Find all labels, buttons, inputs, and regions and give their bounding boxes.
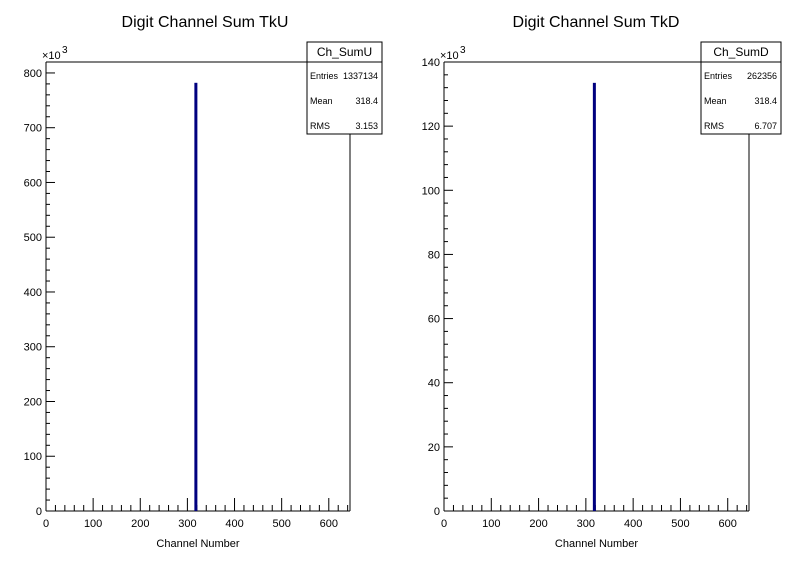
y-tick-label: 200	[24, 396, 42, 408]
histogram-bar	[592, 82, 596, 511]
y-tick-label: 100	[24, 451, 42, 463]
y-tick-label: 400	[24, 287, 42, 299]
x-tick-label: 400	[225, 518, 243, 530]
x-tick-label: 600	[320, 518, 338, 530]
x-tick-label: 100	[482, 518, 500, 530]
x-tick-label: 0	[441, 518, 447, 530]
histogram-bar	[194, 82, 198, 512]
x-tick-label: 500	[272, 518, 290, 530]
x-tick-label: 100	[84, 518, 102, 530]
stats-box-frame	[700, 41, 782, 135]
stats-label: Entries	[704, 71, 733, 81]
stats-value: 318.4	[355, 96, 378, 106]
stats-label: Mean	[310, 96, 333, 106]
x-tick-label: 500	[671, 518, 689, 530]
y-tick-label: 60	[428, 314, 440, 326]
x-tick-label: 600	[719, 518, 737, 530]
y-axis-exponent: 3	[62, 45, 68, 56]
stats-box-frame	[306, 41, 383, 135]
stats-label: Mean	[704, 96, 727, 106]
x-axis-title: Channel Number	[555, 538, 638, 550]
y-tick-label: 100	[422, 185, 440, 197]
y-tick-label: 80	[428, 249, 440, 261]
stats-name: Ch_SumU	[317, 45, 372, 59]
stats-name: Ch_SumD	[713, 45, 769, 59]
stats-value: 6.707	[754, 121, 777, 131]
stats-box: Ch_SumD Entries 262356 Mean 318.4 RMS 6.707	[700, 41, 782, 135]
y-axis-multiplier: ×10	[440, 50, 459, 62]
stats-value: 3.153	[355, 121, 378, 131]
y-tick-label: 700	[24, 123, 42, 135]
stats-label: RMS	[704, 121, 724, 131]
y-tick-label: 800	[24, 68, 42, 80]
x-tick-label: 400	[624, 518, 642, 530]
stats-label: RMS	[310, 121, 330, 131]
y-tick-label: 300	[24, 342, 42, 354]
y-tick-label: 0	[434, 506, 440, 518]
chart-title: Digit Channel Sum TkD	[513, 14, 680, 31]
y-tick-label: 140	[422, 57, 440, 69]
stats-value: 1337134	[343, 71, 378, 81]
histogram-panel-tku: Digit Channel Sum TkU 0 100 200 300 400 500 60…	[24, 14, 383, 550]
y-tick-label: 600	[24, 177, 42, 189]
x-tick-label: 200	[131, 518, 149, 530]
y-axis-multiplier: ×10	[42, 50, 61, 62]
chart-title: Digit Channel Sum TkU	[122, 14, 289, 31]
x-tick-label: 0	[43, 518, 49, 530]
stats-value: 262356	[747, 71, 777, 81]
stats-label: Entries	[310, 71, 339, 81]
y-tick-label: 500	[24, 232, 42, 244]
histogram-panel-tkd: Digit Channel Sum TkD 0 100 200 300 400 500 60…	[422, 14, 782, 550]
y-tick-label: 0	[36, 506, 42, 518]
x-axis-title: Channel Number	[156, 538, 239, 550]
y-tick-label: 40	[428, 378, 440, 390]
y-tick-label: 120	[422, 121, 440, 133]
x-tick-label: 300	[577, 518, 595, 530]
y-axis-exponent: 3	[460, 45, 466, 56]
stats-box: Ch_SumU Entries 1337134 Mean 318.4 RMS 3.153	[306, 41, 383, 135]
x-tick-label: 300	[178, 518, 196, 530]
y-tick-label: 20	[428, 442, 440, 454]
stats-value: 318.4	[754, 96, 777, 106]
x-tick-label: 200	[529, 518, 547, 530]
